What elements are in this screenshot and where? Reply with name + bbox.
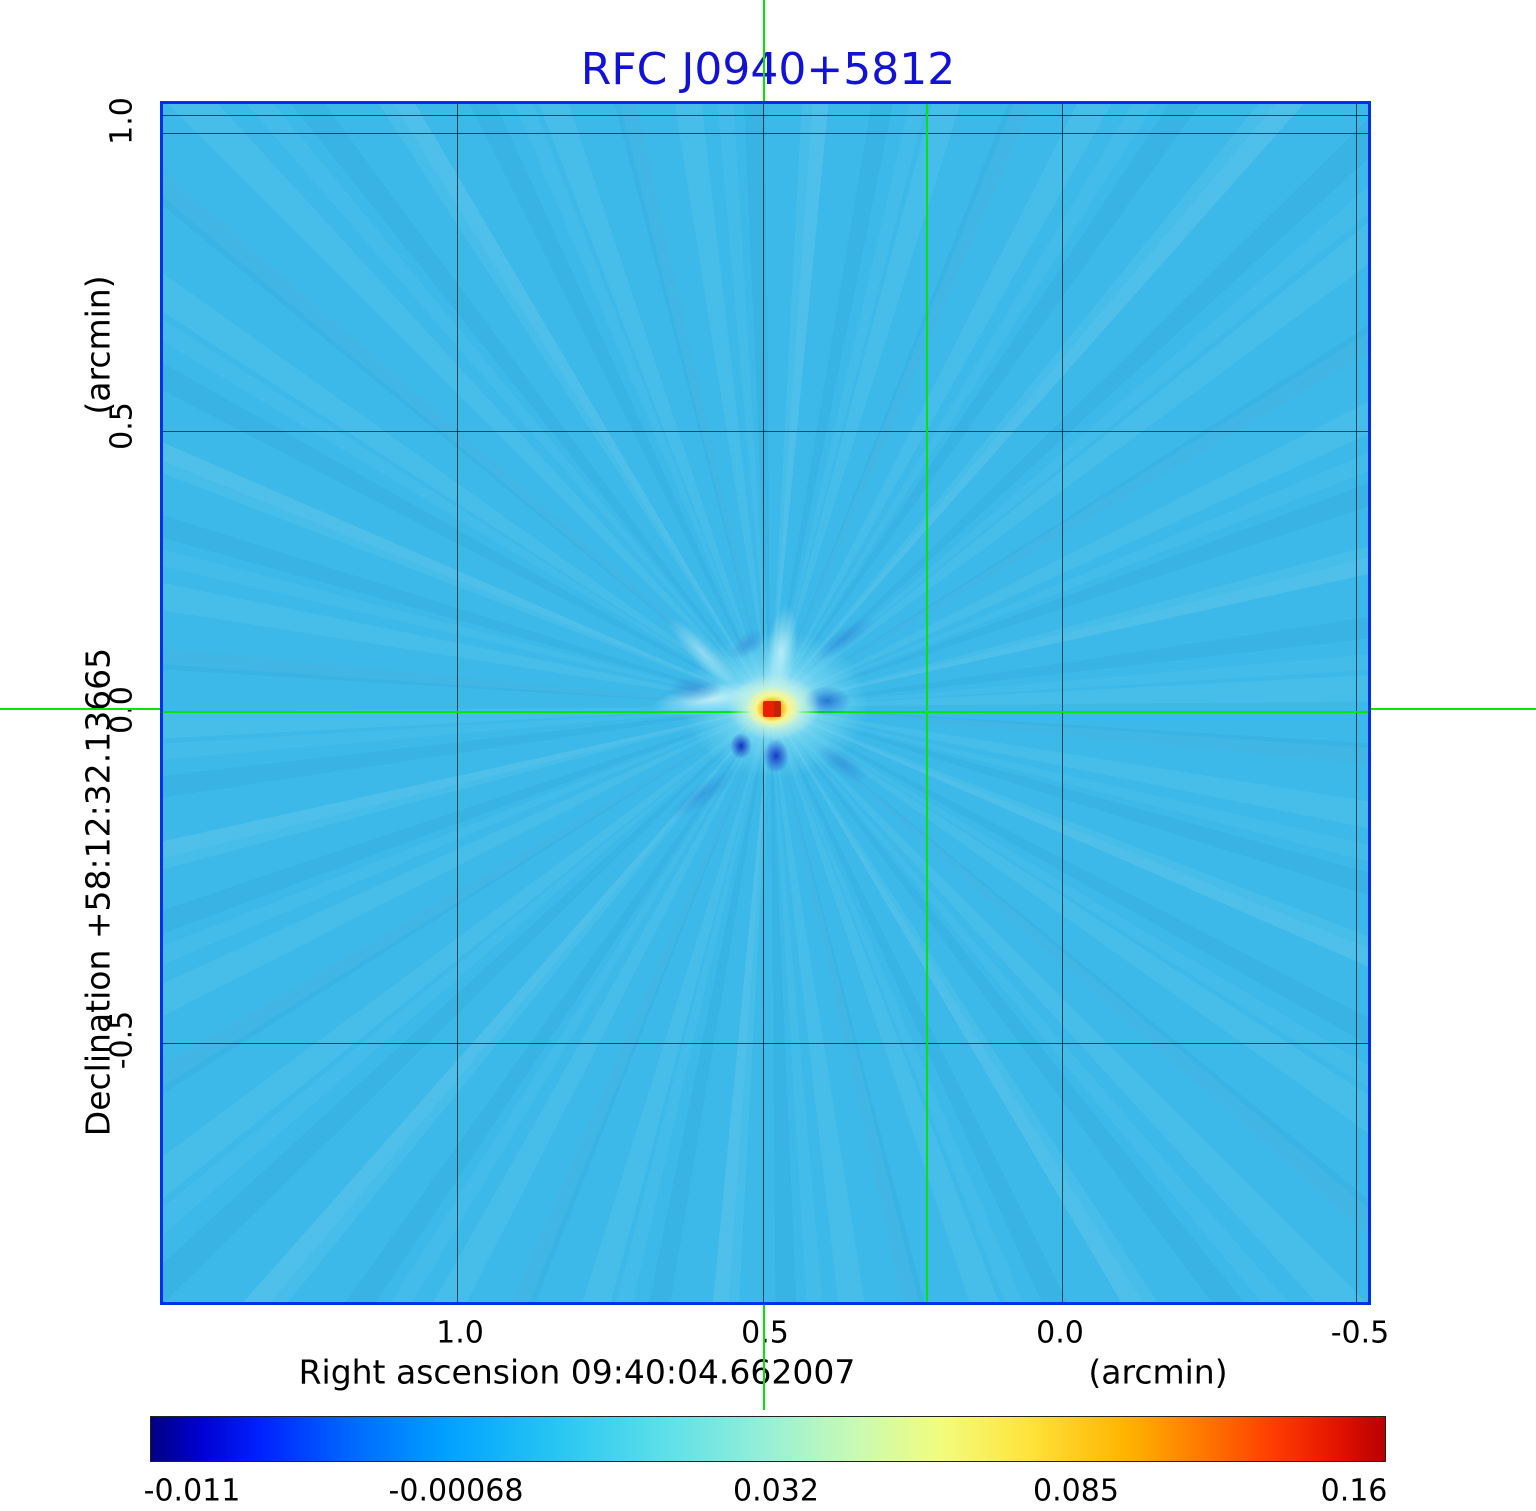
- colorbar-tick-label: 0.16: [1320, 1473, 1388, 1509]
- crosshair-vertical-bottom: [763, 1305, 765, 1410]
- grid-line-horizontal: [163, 1043, 1368, 1044]
- grid-line-horizontal: [163, 115, 1368, 116]
- x-tick-label: 0.5: [741, 1315, 789, 1351]
- grid-line-horizontal: [163, 431, 1368, 432]
- crosshair-vertical-top: [763, 0, 765, 101]
- grid-line-horizontal: [163, 133, 1368, 134]
- grid-line-vertical: [1062, 104, 1063, 1302]
- y-axis-unit-label: (arcmin): [78, 275, 118, 415]
- x-tick-label: 0.0: [1036, 1315, 1084, 1351]
- colorbar-tick-label: -0.00068: [388, 1473, 524, 1509]
- y-tick-label: -0.5: [104, 1010, 140, 1070]
- grid-line-vertical: [457, 104, 458, 1302]
- colorbar-tick-label: 0.085: [1033, 1473, 1119, 1509]
- crosshair-vertical-line: [926, 104, 928, 1302]
- colorbar: [150, 1416, 1386, 1462]
- plot-area: [160, 101, 1371, 1305]
- x-tick-label: 1.0: [436, 1315, 484, 1351]
- y-tick-label: 1.0: [104, 97, 140, 145]
- colorbar-tick-label: 0.032: [733, 1473, 819, 1509]
- x-tick-label: -0.5: [1330, 1315, 1390, 1351]
- colorbar-tick-label: -0.011: [143, 1473, 241, 1509]
- crosshair-horizontal-left: [0, 708, 160, 710]
- x-axis-unit-label: (arcmin): [1088, 1352, 1228, 1392]
- grid-line-vertical: [1356, 104, 1357, 1302]
- y-tick-label: 0.0: [104, 686, 140, 734]
- chart-title: RFC J0940+5812: [580, 44, 956, 95]
- sidelobe-below: [763, 739, 789, 773]
- sidelobe-left-faint: [667, 676, 723, 702]
- y-tick-label: 0.5: [104, 402, 140, 450]
- x-axis-label: Right ascension 09:40:04.662007: [298, 1352, 856, 1392]
- crosshair-horizontal-right: [1371, 708, 1536, 710]
- sidelobe-below-left: [730, 733, 752, 759]
- source-red-core: [763, 701, 781, 717]
